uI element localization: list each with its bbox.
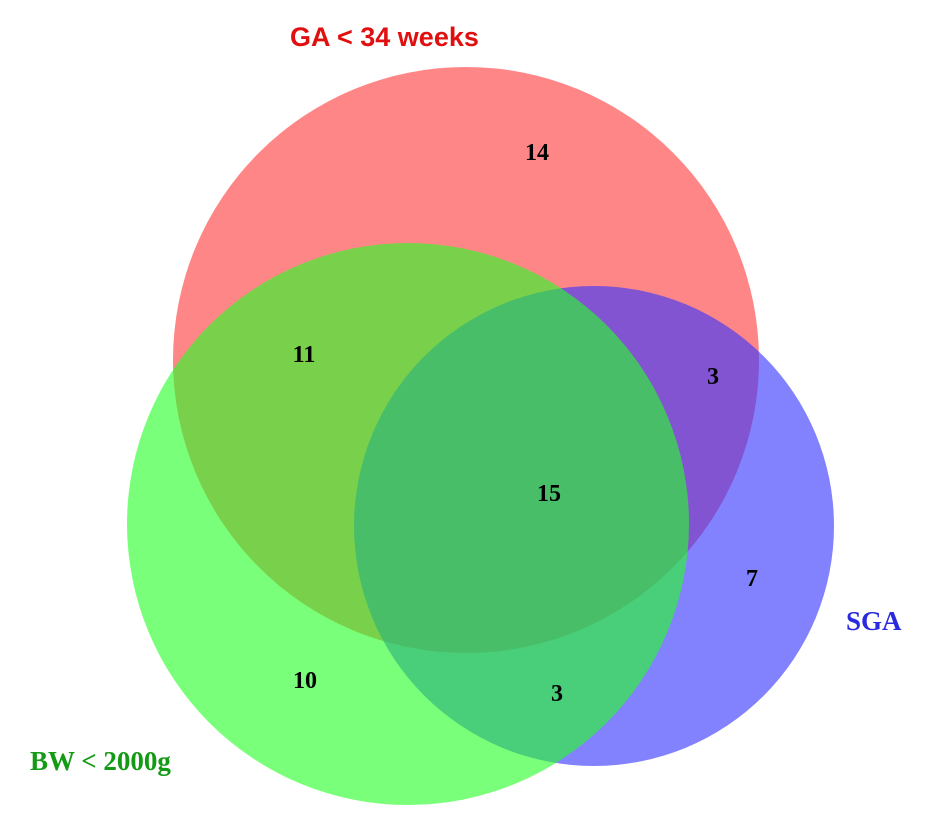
count-bw-only: 10: [293, 668, 317, 694]
set-label-ga: GA < 34 weeks: [290, 22, 479, 52]
count-ga-sga: 3: [707, 364, 719, 390]
count-ga-bw: 11: [293, 342, 316, 368]
count-bw-sga: 3: [551, 681, 563, 707]
set-label-bw: BW < 2000g: [30, 746, 171, 776]
count-sga-only: 7: [746, 566, 758, 592]
count-ga-only: 14: [525, 140, 549, 166]
set-label-sga: SGA: [846, 606, 902, 636]
circle-bw: [127, 243, 689, 805]
count-all-three: 15: [537, 481, 561, 507]
